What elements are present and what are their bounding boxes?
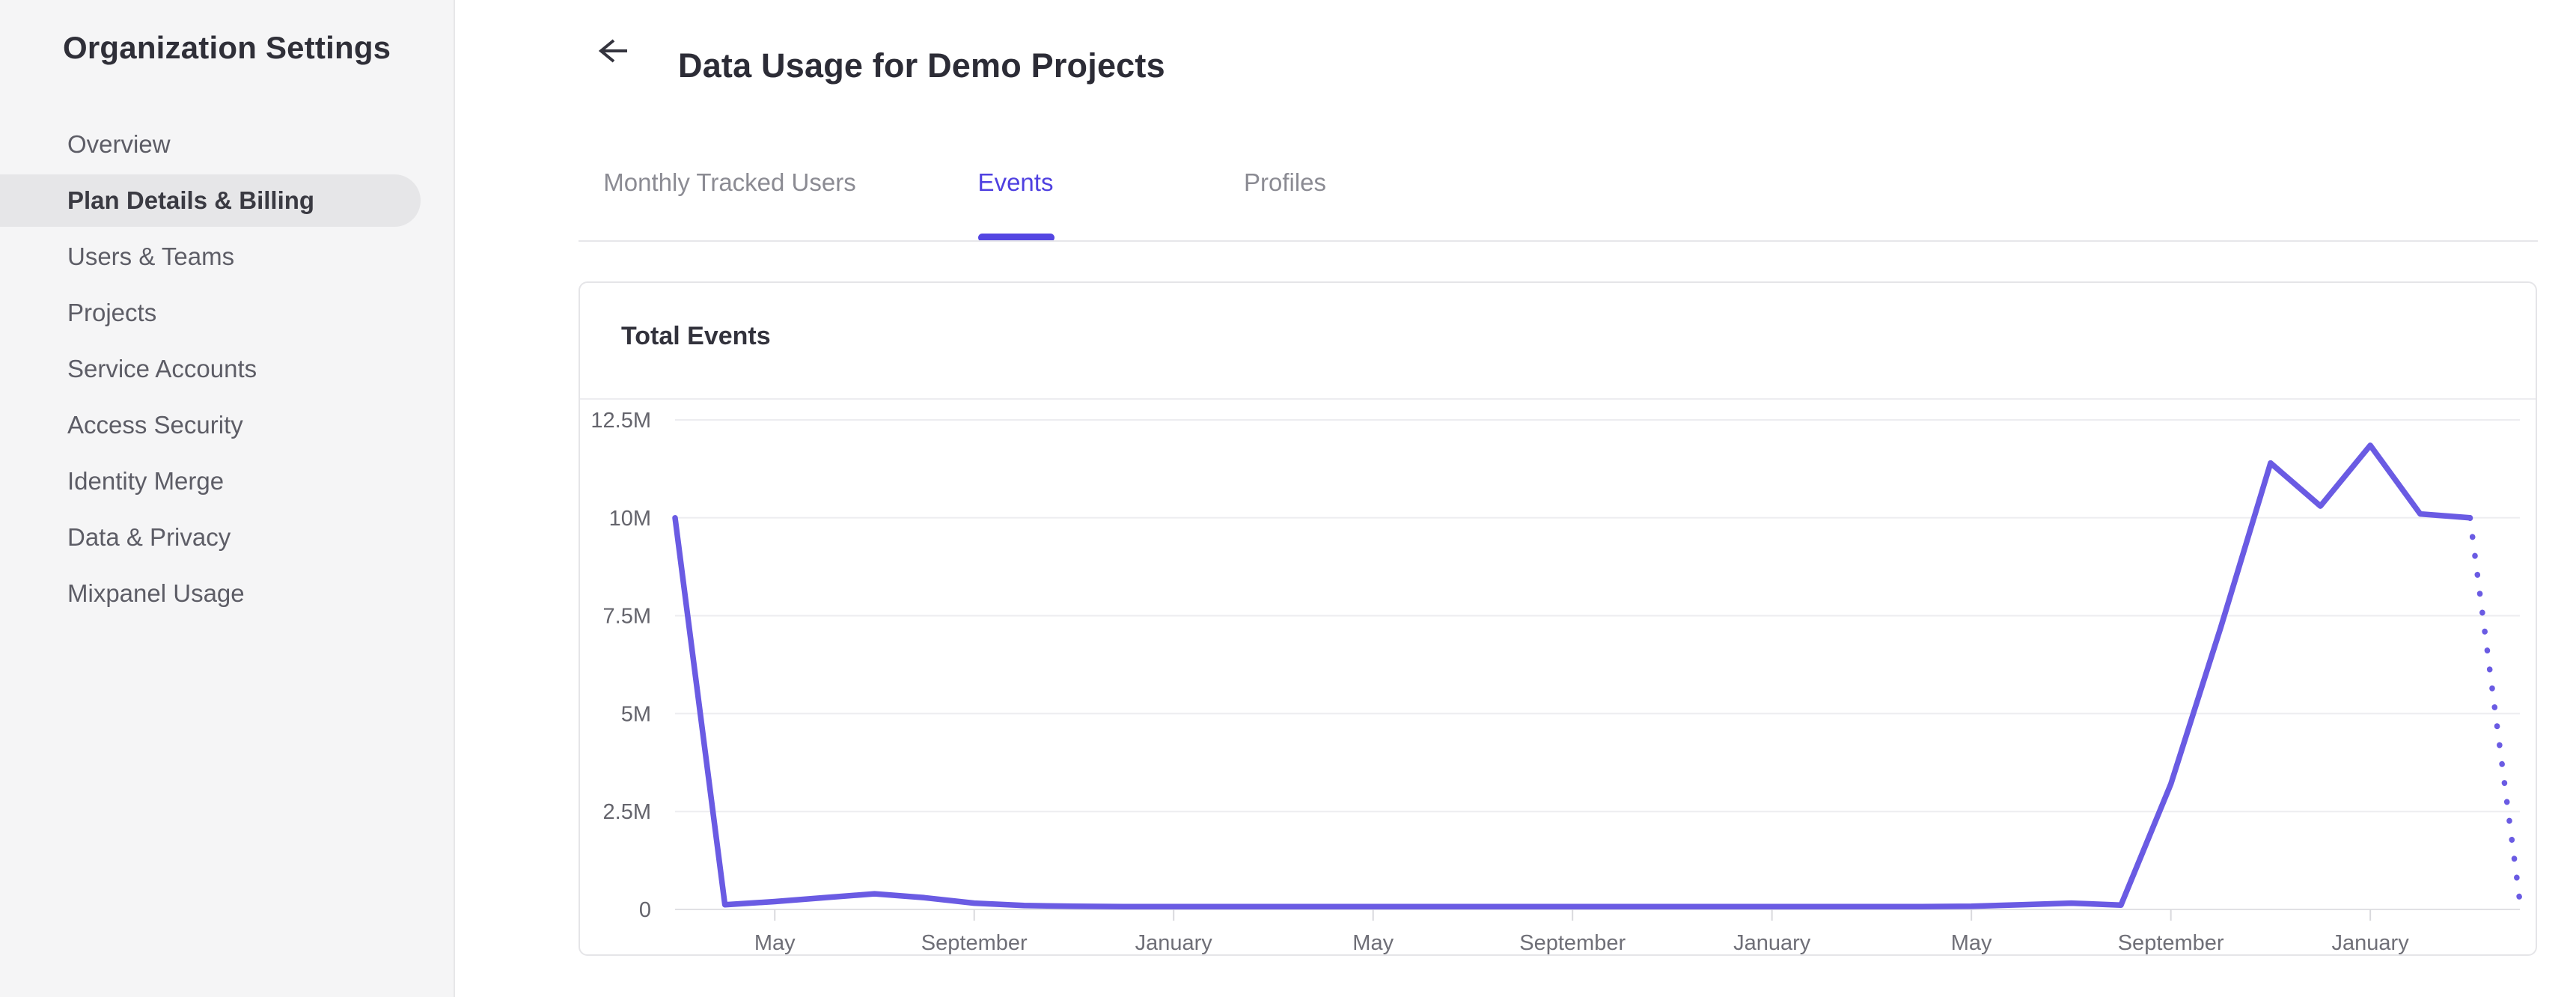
events-series-projected-dotted bbox=[2467, 515, 2523, 905]
x-tick-label: September bbox=[2118, 931, 2224, 954]
y-tick-label: 7.5M bbox=[603, 605, 651, 629]
y-tick-label: 2.5M bbox=[603, 800, 651, 824]
chart-x-axis-ticks bbox=[774, 909, 2372, 921]
chart-title: Total Events bbox=[621, 322, 771, 350]
back-button[interactable] bbox=[591, 31, 630, 70]
events-series-line bbox=[672, 442, 2473, 910]
chart-y-axis-labels: 0 2.5M 5M 7.5M 10M 12.5M bbox=[590, 409, 651, 922]
back-arrow-icon bbox=[591, 31, 630, 70]
sidebar-title: Organization Settings bbox=[63, 30, 391, 65]
sidebar-item-users-teams[interactable]: Users & Teams bbox=[67, 243, 235, 270]
sidebar-nav-list: Overview Plan Details & Billing Users & … bbox=[0, 118, 455, 623]
sidebar-item-plan-details-billing[interactable]: Plan Details & Billing bbox=[0, 174, 421, 227]
card-divider bbox=[580, 398, 2536, 400]
tab-profiles[interactable]: Profiles bbox=[1243, 168, 1327, 196]
sidebar-item-mixpanel-usage[interactable]: Mixpanel Usage bbox=[67, 579, 245, 607]
x-tick-label: January bbox=[1135, 931, 1213, 954]
x-tick-label: May bbox=[754, 931, 796, 954]
y-tick-label: 12.5M bbox=[590, 409, 651, 433]
tabs-divider bbox=[579, 240, 2538, 242]
sidebar-item-identity-merge[interactable]: Identity Merge bbox=[67, 467, 225, 495]
sidebar-item-service-accounts[interactable]: Service Accounts bbox=[67, 355, 257, 382]
y-tick-label: 10M bbox=[609, 507, 651, 531]
x-tick-label: May bbox=[1352, 931, 1394, 954]
sidebar-item-access-security[interactable]: Access Security bbox=[67, 411, 243, 439]
x-tick-label: September bbox=[1519, 931, 1626, 954]
sidebar-item-projects[interactable]: Projects bbox=[67, 299, 157, 326]
x-tick-label: January bbox=[2332, 931, 2410, 954]
x-tick-label: May bbox=[1951, 931, 1992, 954]
total-events-card: Total Events 0 2.5M 5M 7.5M 10M 12.5M May Sept… bbox=[579, 281, 2537, 956]
chart-series bbox=[672, 442, 2523, 910]
x-tick-label: September bbox=[921, 931, 1028, 954]
tab-events[interactable]: Events bbox=[977, 168, 1054, 196]
x-tick-label: January bbox=[1733, 931, 1811, 954]
sidebar-item-data-privacy[interactable]: Data & Privacy bbox=[67, 523, 231, 551]
chart-gridlines bbox=[675, 419, 2520, 910]
sidebar-item-overview[interactable]: Overview bbox=[67, 130, 171, 158]
y-tick-label: 0 bbox=[639, 898, 651, 922]
page-title: Data Usage for Demo Projects bbox=[678, 46, 1165, 85]
chart-x-axis-labels: May September January May September January Ma… bbox=[754, 931, 2409, 954]
active-tab-underline bbox=[978, 234, 1054, 242]
y-tick-label: 5M bbox=[621, 702, 651, 726]
organization-settings-sidebar: Organization Settings Overview Plan Deta… bbox=[0, 0, 455, 997]
tab-monthly-tracked-users[interactable]: Monthly Tracked Users bbox=[603, 168, 856, 196]
